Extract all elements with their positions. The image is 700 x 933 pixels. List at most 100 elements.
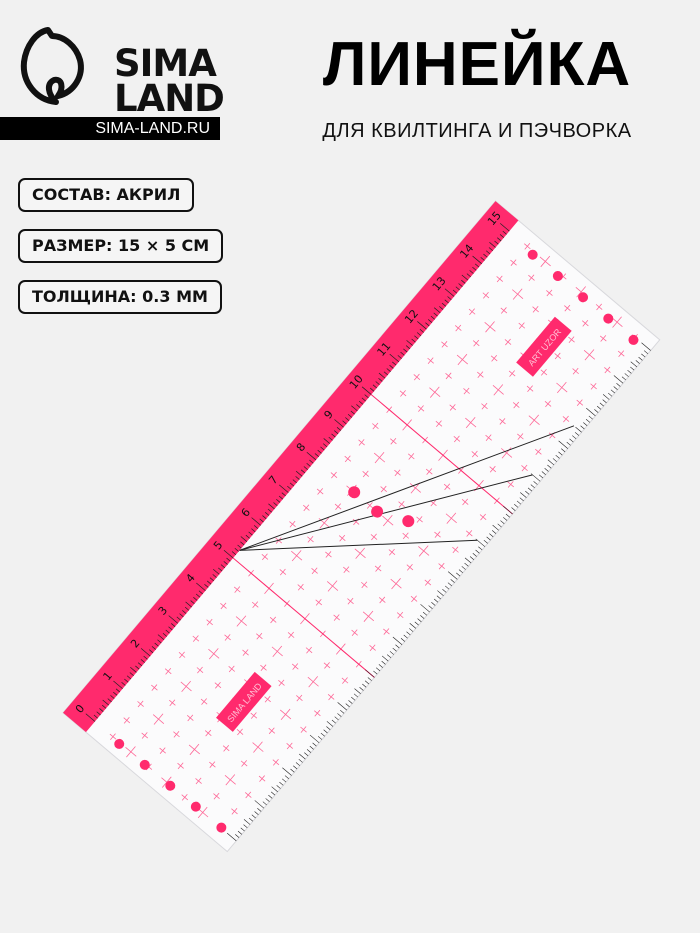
logo-line-2: LAND xyxy=(114,77,225,120)
scale-tick xyxy=(96,711,101,716)
grid-cross xyxy=(452,546,459,554)
bottom-tick xyxy=(464,557,472,564)
scale-tick xyxy=(439,306,444,310)
grid-cross xyxy=(477,371,484,379)
grid-cross xyxy=(378,596,386,604)
scale-tick xyxy=(251,528,256,533)
bottom-tick xyxy=(276,785,281,789)
grid-cross xyxy=(517,433,524,440)
grid-cross xyxy=(311,567,318,575)
bottom-tick xyxy=(304,752,309,757)
scale-tick xyxy=(489,242,496,248)
scale-tick xyxy=(469,270,474,274)
logo-line-1: SIMA xyxy=(114,42,217,85)
bottom-tick xyxy=(503,506,513,515)
grid-cross xyxy=(435,420,443,428)
grid-cross xyxy=(540,369,548,376)
grid-cross xyxy=(382,515,394,527)
grid-cross xyxy=(546,289,553,297)
grid-cross xyxy=(279,568,287,576)
bottom-tick xyxy=(284,775,289,780)
angle-line xyxy=(239,539,478,551)
grid-cross xyxy=(362,610,375,622)
scale-tick xyxy=(458,283,463,287)
scale-tick xyxy=(151,646,156,650)
angle-marker xyxy=(402,515,415,528)
bottom-tick xyxy=(420,604,430,613)
grid-cross xyxy=(141,732,149,739)
bottom-tick xyxy=(500,520,505,525)
bottom-tick xyxy=(497,523,502,528)
bottom-tick xyxy=(306,749,312,753)
scale-tick xyxy=(267,508,273,513)
bottom-tick xyxy=(364,680,370,685)
bottom-tick xyxy=(503,517,508,521)
grid-cross xyxy=(196,666,204,674)
bottom-tick xyxy=(320,732,325,737)
grid-cross xyxy=(307,536,314,543)
scale-tick xyxy=(107,698,112,703)
bottom-tick xyxy=(337,702,347,711)
bottom-tick xyxy=(489,533,494,538)
grid-cross xyxy=(418,545,430,557)
bottom-tick xyxy=(298,758,303,763)
grid-cross xyxy=(240,760,248,767)
grid-cross xyxy=(438,562,445,570)
grid-cross xyxy=(343,566,350,573)
grid-cross xyxy=(181,794,189,801)
scale-tick xyxy=(400,351,405,356)
bottom-tick xyxy=(265,798,270,802)
scale-tick xyxy=(168,615,179,624)
grid-cross xyxy=(366,502,374,509)
grid-cross xyxy=(279,708,292,721)
bottom-tick xyxy=(566,441,571,446)
bottom-tick xyxy=(392,647,397,652)
scale-tick xyxy=(358,400,364,405)
scale-tick xyxy=(320,446,325,451)
scale-tick xyxy=(220,564,226,569)
scale-tick xyxy=(154,642,159,647)
scale-tick xyxy=(240,536,248,542)
bottom-tick xyxy=(367,677,372,681)
scale-tick xyxy=(240,541,245,546)
scale-tick xyxy=(406,340,413,346)
grid-cross xyxy=(390,437,397,445)
scale-tick xyxy=(414,335,419,340)
bottom-tick xyxy=(422,611,428,616)
grid-cross xyxy=(539,255,551,268)
grid-cross xyxy=(208,648,220,660)
grid-cross xyxy=(417,405,425,412)
logo-text: SIMA LAND xyxy=(114,45,225,117)
bottom-tick xyxy=(519,497,524,502)
bottom-tick xyxy=(602,394,610,400)
bottom-tick xyxy=(226,832,237,842)
scale-tick xyxy=(461,274,469,281)
bottom-tick xyxy=(392,636,403,645)
scale-tick xyxy=(345,417,350,421)
scale-tick xyxy=(171,623,176,627)
scale-tick xyxy=(157,634,165,641)
grid-cross xyxy=(268,727,276,735)
scale-tick xyxy=(212,574,217,578)
grid-cross xyxy=(327,693,335,701)
bottom-tick xyxy=(594,409,599,413)
bottom-tick xyxy=(389,651,394,655)
bottom-tick xyxy=(237,830,243,835)
bottom-tick xyxy=(257,808,262,812)
bottom-tick xyxy=(610,389,615,394)
bottom-tick xyxy=(414,621,419,626)
bottom-tick xyxy=(547,459,555,466)
scale-tick xyxy=(444,299,449,304)
scale-tick xyxy=(323,438,331,444)
product-subtitle: ДЛЯ КВИЛТИНГА И ПЭЧВОРКА xyxy=(322,120,632,142)
bottom-tick xyxy=(240,827,245,832)
guide-line xyxy=(370,394,513,515)
bottom-tick xyxy=(616,383,621,387)
bottom-tick xyxy=(596,405,602,410)
grid-cross xyxy=(235,615,248,627)
scale-tick xyxy=(427,319,433,323)
bottom-tick xyxy=(445,585,450,590)
grid-cross xyxy=(481,402,488,410)
edge-marker xyxy=(628,334,639,345)
grid-cross xyxy=(449,404,457,411)
